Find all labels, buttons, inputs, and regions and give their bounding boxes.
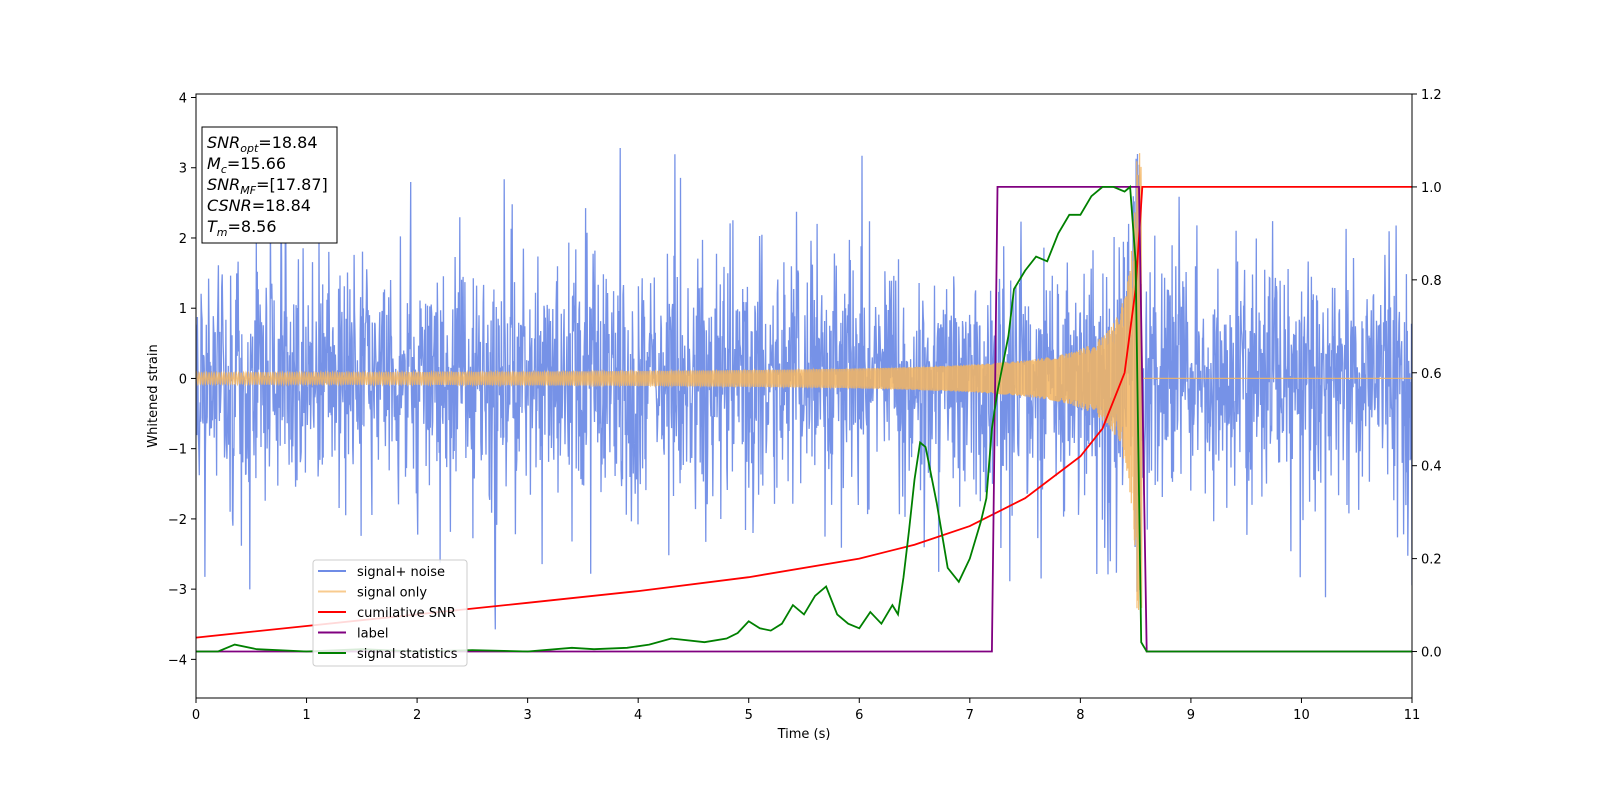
- y-left-tick-label: −2: [168, 513, 187, 528]
- x-tick-label: 7: [966, 708, 974, 723]
- x-tick-label: 2: [413, 708, 421, 723]
- x-tick-label: 6: [855, 708, 863, 723]
- x-tick-label: 1: [302, 708, 310, 723]
- y-right-tick-label: 0.6: [1421, 367, 1442, 382]
- y-right-tick-label: 1.2: [1421, 88, 1442, 103]
- legend-label: signal only: [357, 586, 427, 601]
- y-axis-left: 4 3 2 1 0 −1 −2 −3 −4: [168, 92, 196, 668]
- series-signal-only: [196, 153, 1412, 611]
- y-axis-label: Whitened strain: [146, 344, 161, 447]
- legend-label: signal statistics: [357, 647, 458, 662]
- y-left-tick-label: 1: [179, 302, 187, 317]
- y-right-tick-label: 0.2: [1421, 553, 1442, 568]
- y-right-tick-label: 1.0: [1421, 181, 1442, 196]
- annotation-box: SNRopt=18.84Mc=15.66SNRMF=[17.87]CSNR=18…: [201, 126, 338, 244]
- annotation-line: Tm=8.56: [207, 217, 277, 239]
- x-tick-label: 10: [1293, 708, 1310, 723]
- y-right-tick-label: 0.8: [1421, 274, 1442, 289]
- x-tick-label: 8: [1076, 708, 1084, 723]
- annotation-line: SNRMF=[17.87]: [207, 175, 328, 197]
- x-axis: 0 1 2 3 4 5 6 7 8 9 10 11: [192, 698, 1420, 723]
- x-tick-label: 4: [634, 708, 642, 723]
- annotation-line: Mc=15.66: [207, 154, 286, 176]
- series-signal-noise: [196, 147, 1412, 630]
- y-left-tick-label: 3: [179, 162, 187, 177]
- annotation-line: CSNR=18.84: [207, 196, 311, 215]
- y-left-tick-label: 2: [179, 232, 187, 247]
- y-right-tick-label: 0.4: [1421, 460, 1442, 475]
- series-signal-statistics: [196, 185, 1412, 653]
- annotation-line: SNRopt=18.84: [207, 133, 318, 155]
- series-layer: [196, 147, 1412, 653]
- y-left-tick-label: −4: [168, 653, 187, 668]
- x-tick-label: 3: [523, 708, 531, 723]
- legend: signal+ noise signal only cumilative SNR la…: [312, 559, 468, 667]
- x-tick-label: 0: [192, 708, 200, 723]
- legend-frame: [312, 559, 468, 667]
- x-axis-label: Time (s): [777, 727, 831, 742]
- legend-label: label: [357, 627, 388, 642]
- legend-label: signal+ noise: [357, 565, 445, 580]
- y-left-tick-label: 4: [179, 92, 187, 107]
- plot-frame: [195, 93, 1413, 699]
- y-left-tick-label: 0: [179, 372, 187, 387]
- y-right-tick-label: 0.0: [1421, 646, 1442, 661]
- legend-label: cumilative SNR: [357, 606, 456, 621]
- x-tick-label: 11: [1404, 708, 1421, 723]
- x-tick-label: 9: [1187, 708, 1195, 723]
- y-left-tick-label: −1: [168, 443, 187, 458]
- annotation-frame: [201, 126, 338, 244]
- y-left-tick-label: −3: [168, 583, 187, 598]
- x-tick-label: 5: [745, 708, 753, 723]
- y-axis-right: 1.2 1.0 0.8 0.6 0.4 0.2 0.0: [1412, 88, 1442, 661]
